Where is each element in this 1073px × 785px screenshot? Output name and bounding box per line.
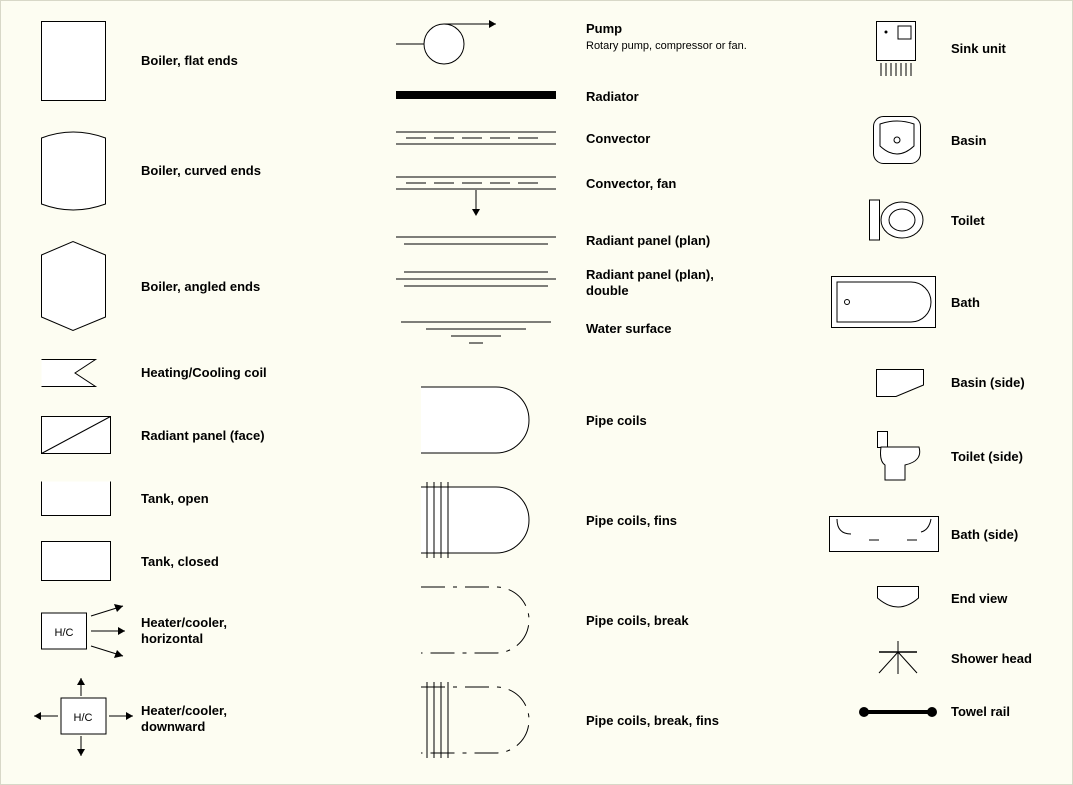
bath-symbol	[831, 276, 936, 328]
pump-sublabel: Rotary pump, compressor or fan.	[586, 40, 747, 52]
tank-open-symbol	[41, 481, 111, 516]
shower-head-label: Shower head	[951, 651, 1032, 667]
end-view-label: End view	[951, 591, 1007, 607]
radiant-face-label: Radiant panel (face)	[141, 428, 265, 444]
pipe-coils-fins-symbol	[421, 486, 531, 554]
convector-fan-label: Convector, fan	[586, 176, 676, 192]
radiant-plan-dbl-label: Radiant panel (plan), double	[586, 267, 714, 300]
hc-downward-label: Heater/cooler, downward	[141, 703, 227, 736]
shower-head-symbol	[875, 641, 921, 675]
basin-side-symbol	[876, 369, 924, 397]
hc-text: H/C	[55, 627, 74, 639]
radiant-plan-dbl-symbol	[396, 271, 556, 287]
boiler-angled-symbol	[41, 241, 106, 331]
convector-symbol	[396, 131, 556, 145]
pipe-coils-symbol	[421, 386, 531, 454]
bath-label: Bath	[951, 295, 980, 311]
boiler-curved-symbol	[41, 126, 106, 216]
convector-fan-symbol	[396, 176, 556, 220]
tank-closed-label: Tank, closed	[141, 554, 219, 570]
boiler-angled-label: Boiler, angled ends	[141, 279, 260, 295]
pipe-coils-label: Pipe coils	[586, 413, 647, 429]
pump-symbol	[396, 16, 516, 66]
legend-stage: Boiler, flat ends Boiler, curved ends Bo…	[0, 0, 1073, 785]
convector-label: Convector	[586, 131, 650, 147]
tank-open-label: Tank, open	[141, 491, 209, 507]
pipe-coils-break-label: Pipe coils, break	[586, 613, 689, 629]
toilet-label: Toilet	[951, 213, 985, 229]
boiler-flat-symbol	[41, 21, 106, 101]
hc-text-2: H/C	[74, 712, 93, 724]
hc-coil-symbol	[41, 359, 96, 387]
pump-label: Pump Rotary pump, compressor or fan.	[586, 21, 747, 54]
toilet-symbol	[869, 196, 924, 244]
hc-coil-label: Heating/Cooling coil	[141, 365, 267, 381]
pipe-coils-break-symbol	[421, 586, 531, 654]
radiant-plan-label: Radiant panel (plan)	[586, 233, 710, 249]
basin-symbol	[873, 116, 921, 164]
sink-unit-symbol	[876, 21, 916, 77]
boiler-curved-label: Boiler, curved ends	[141, 163, 261, 179]
pipe-coils-bf-label: Pipe coils, break, fins	[586, 713, 719, 729]
sink-unit-label: Sink unit	[951, 41, 1006, 57]
bath-side-label: Bath (side)	[951, 527, 1018, 543]
boiler-flat-label: Boiler, flat ends	[141, 53, 238, 69]
end-view-symbol	[877, 586, 919, 612]
water-surface-label: Water surface	[586, 321, 672, 337]
hc-downward-symbol: H/C	[26, 676, 146, 771]
toilet-side-symbol	[877, 431, 923, 481]
basin-label: Basin	[951, 133, 986, 149]
radiator-label: Radiator	[586, 89, 639, 105]
hc-horizontal-label: Heater/cooler, horizontal	[141, 615, 227, 648]
bath-side-symbol	[829, 516, 939, 552]
toilet-side-label: Toilet (side)	[951, 449, 1023, 465]
radiator-symbol	[396, 91, 556, 101]
basin-side-label: Basin (side)	[951, 375, 1025, 391]
radiant-face-symbol	[41, 416, 111, 454]
pipe-coils-fins-label: Pipe coils, fins	[586, 513, 677, 529]
tank-closed-symbol	[41, 541, 111, 581]
pipe-coils-bf-symbol	[421, 686, 531, 754]
towel-rail-symbol	[859, 706, 937, 718]
radiant-plan-symbol	[396, 236, 556, 246]
hc-horizontal-symbol: H/C	[41, 606, 136, 656]
towel-rail-label: Towel rail	[951, 704, 1010, 720]
water-surface-symbol	[401, 321, 551, 345]
